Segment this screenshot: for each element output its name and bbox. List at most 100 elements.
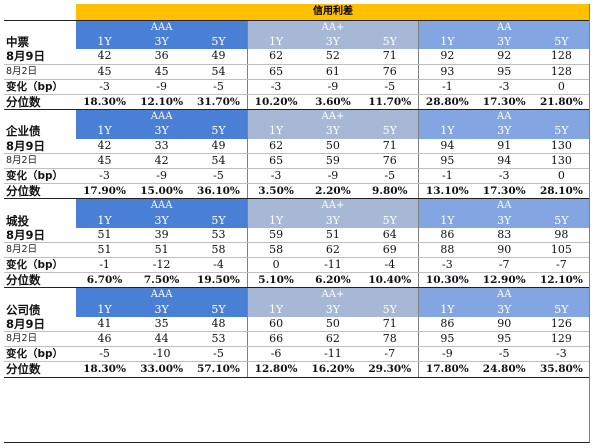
rating-label-aa: AA — [475, 109, 533, 125]
value-cell: 49 — [190, 138, 248, 154]
value-cell: 0 — [532, 79, 590, 95]
value-cell: 12.80% — [246, 361, 305, 378]
tenor-label: 1Y — [76, 35, 134, 50]
rating-label-aaa: AAA — [133, 20, 191, 36]
row-label-pct: 分位数 — [4, 183, 76, 200]
data-row-d1: 8月9日 42 33 49 62 50 71 94 91 130 — [4, 138, 590, 154]
row-label-chg: 变化（bp） — [4, 168, 76, 185]
value-cell: 50 — [304, 138, 362, 154]
value-cell: -5 — [361, 168, 419, 185]
rating-label-aa: AA — [475, 198, 533, 214]
rating-label-aaa: AAA — [133, 287, 191, 303]
value-cell: 95 — [418, 153, 476, 169]
tenor-label: 5Y — [361, 213, 419, 228]
value-cell: 0 — [246, 257, 305, 274]
value-cell: 59 — [246, 227, 305, 243]
rating-header-fill — [418, 198, 476, 214]
data-row-d1: 8月9日 42 36 49 62 52 71 92 92 128 — [4, 49, 590, 65]
value-cell: 16.20% — [304, 361, 362, 378]
rating-header-fill — [361, 109, 419, 125]
rating-header-fill — [190, 198, 248, 214]
rating-header-fill — [418, 20, 476, 36]
value-cell: 129 — [532, 331, 590, 348]
data-row-chg: 变化（bp） -5 -10 -5 -6 -11 -7 -9 -5 -3 — [4, 346, 590, 363]
value-cell: 64 — [361, 227, 419, 243]
value-cell: 130 — [532, 138, 590, 154]
rating-label-aa: AA — [475, 20, 533, 36]
value-cell: 41 — [76, 316, 134, 332]
data-row-d1: 8月9日 51 39 53 59 51 64 86 83 98 — [4, 227, 590, 243]
tenor-label: 3Y — [133, 124, 191, 139]
value-cell: -5 — [361, 79, 419, 95]
data-row-pct: 分位数 17.90% 15.00% 36.10% 3.50% 2.20% 9.80% 13.1… — [4, 183, 590, 200]
value-cell: 51 — [133, 242, 191, 259]
row-label-pct: 分位数 — [4, 94, 76, 111]
tenor-label: 1Y — [246, 124, 305, 139]
row-label-d2: 8月2日 — [4, 153, 76, 169]
tenor-header-row: 公司债 1Y 3Y 5Y 1Y 3Y 5Y 1Y 3Y 5Y — [4, 302, 590, 317]
value-cell: 12.90% — [475, 272, 533, 289]
value-cell: 62 — [246, 49, 305, 65]
value-cell: 36 — [133, 49, 191, 65]
data-row-pct: 分位数 18.30% 12.10% 31.70% 10.20% 3.60% 11.70% 28… — [4, 94, 590, 111]
tenor-label: 1Y — [76, 124, 134, 139]
value-cell: -11 — [304, 257, 362, 274]
value-cell: 78 — [361, 331, 419, 348]
rating-header-fill — [246, 198, 305, 214]
value-cell: 58 — [190, 242, 248, 259]
value-cell: 31.70% — [190, 94, 248, 111]
value-cell: 21.80% — [532, 94, 590, 111]
row-label-d2: 8月2日 — [4, 242, 76, 259]
tenor-label: 1Y — [418, 35, 476, 50]
value-cell: -5 — [76, 346, 134, 363]
value-cell: -1 — [76, 257, 134, 274]
value-cell: 9.80% — [361, 183, 419, 200]
value-cell: 57.10% — [190, 361, 248, 378]
rating-header-fill — [190, 287, 248, 303]
value-cell: 53 — [190, 331, 248, 348]
value-cell: -6 — [246, 346, 305, 363]
value-cell: 49 — [190, 49, 248, 65]
rating-label-aaplus: AA+ — [304, 20, 362, 36]
rating-header-fill — [361, 287, 419, 303]
tenor-label: 5Y — [361, 124, 419, 139]
value-cell: -3 — [246, 79, 305, 95]
tenor-label: 1Y — [76, 213, 134, 228]
value-cell: 29.30% — [361, 361, 419, 378]
value-cell: 126 — [532, 316, 590, 332]
value-cell: 5.10% — [246, 272, 305, 289]
tenor-label: 3Y — [304, 302, 362, 317]
value-cell: 45 — [76, 64, 134, 80]
value-cell: 11.70% — [361, 94, 419, 111]
value-cell: -4 — [190, 257, 248, 274]
value-cell: -11 — [304, 346, 362, 363]
tenor-label: 3Y — [133, 35, 191, 50]
value-cell: 17.30% — [475, 94, 533, 111]
value-cell: -5 — [475, 346, 533, 363]
value-cell: 53 — [190, 227, 248, 243]
tenor-label: 3Y — [133, 213, 191, 228]
rating-label-aaa: AAA — [133, 109, 191, 125]
value-cell: -3 — [532, 346, 590, 363]
value-cell: 6.20% — [304, 272, 362, 289]
value-cell: 35 — [133, 316, 191, 332]
value-cell: 44 — [133, 331, 191, 348]
value-cell: 90 — [475, 242, 533, 259]
rating-header-fill — [532, 109, 590, 125]
value-cell: 98 — [532, 227, 590, 243]
value-cell: 95 — [475, 331, 533, 348]
value-cell: 76 — [361, 64, 419, 80]
value-cell: 13.10% — [418, 183, 476, 200]
value-cell: 28.10% — [532, 183, 590, 200]
value-cell: 91 — [475, 138, 533, 154]
value-cell: 12.10% — [133, 94, 191, 111]
value-cell: 95 — [418, 331, 476, 348]
section-name: 中票 — [6, 35, 29, 50]
value-cell: 10.30% — [418, 272, 476, 289]
rating-label-aaa: AAA — [133, 198, 191, 214]
tenor-label: 5Y — [190, 124, 248, 139]
tenor-header-row: 企业债 1Y 3Y 5Y 1Y 3Y 5Y 1Y 3Y 5Y — [4, 124, 590, 139]
value-cell: 17.30% — [475, 183, 533, 200]
data-row-d1: 8月9日 41 35 48 60 50 71 86 90 126 — [4, 316, 590, 332]
value-cell: 95 — [475, 64, 533, 80]
